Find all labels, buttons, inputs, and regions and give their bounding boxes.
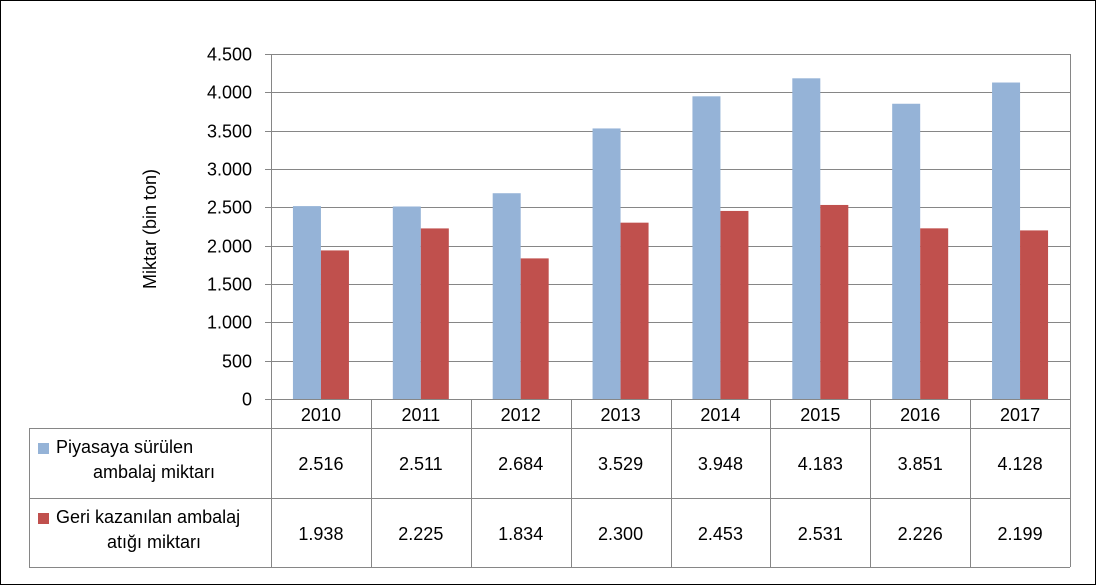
category-label: 2017 <box>1000 405 1040 425</box>
category-label: 2012 <box>501 405 541 425</box>
category-label: 2015 <box>800 405 840 425</box>
y-axis-title: Miktar (bin ton) <box>140 169 160 289</box>
bar-geri-kazanilan-2012 <box>520 258 549 399</box>
y-tick-label: 500 <box>222 352 252 372</box>
bar-piyasaya-2012 <box>492 193 521 399</box>
y-tick-label: 1.500 <box>207 275 252 295</box>
y-tick-label: 3.000 <box>207 160 252 180</box>
bar-geri-kazanilan-2010 <box>320 250 349 399</box>
y-tick-label: 2.000 <box>207 237 252 257</box>
data-label: 2.684 <box>498 454 543 474</box>
y-tick-label: 1.000 <box>207 313 252 333</box>
data-label: 3.529 <box>598 454 643 474</box>
data-label: 2.199 <box>998 524 1043 544</box>
legend-key-piyasaya <box>38 443 49 454</box>
data-label: 2.453 <box>698 524 743 544</box>
y-tick-label: 4.000 <box>207 83 252 103</box>
bar-piyasaya-2013 <box>592 128 621 399</box>
series-label: atığı miktarı <box>107 532 201 552</box>
data-label: 3.948 <box>698 454 743 474</box>
bar-geri-kazanilan-2013 <box>620 222 649 399</box>
bar-geri-kazanilan-2016 <box>920 228 949 399</box>
bar-geri-kazanilan-2014 <box>720 210 749 399</box>
bar-geri-kazanilan-2015 <box>820 204 849 399</box>
y-axis: 0 500 1.000 1.500 2.000 2.500 3.000 3.500 4.000 4… <box>207 45 272 410</box>
bar-geri-kazanilan-2011 <box>420 228 449 399</box>
data-label: 3.851 <box>898 454 943 474</box>
bar-piyasaya-2011 <box>392 206 421 399</box>
data-label: 4.183 <box>798 454 843 474</box>
bar-piyasaya-2017 <box>992 82 1021 400</box>
data-table: 2010 2011 2012 2013 2014 2015 2016 2017 Piyasaya… <box>29 399 1071 568</box>
category-label: 2016 <box>900 405 940 425</box>
bar-piyasaya-2014 <box>692 96 721 399</box>
bar-piyasaya-2016 <box>892 103 921 400</box>
category-label: 2013 <box>601 405 641 425</box>
y-tick-label: 4.500 <box>207 45 252 65</box>
bar-piyasaya-2010 <box>292 206 321 399</box>
data-label: 1.938 <box>298 524 343 544</box>
data-label: 2.226 <box>898 524 943 544</box>
data-label: 4.128 <box>998 454 1043 474</box>
legend-key-geri-kazanilan <box>38 513 49 524</box>
data-label: 2.511 <box>399 454 443 474</box>
bar-piyasaya-2015 <box>792 78 821 399</box>
gridlines <box>271 54 1071 399</box>
bar-geri-kazanilan-2017 <box>1020 230 1049 399</box>
y-tick-label: 3.500 <box>207 122 252 142</box>
y-tick-label: 2.500 <box>207 198 252 218</box>
series-label: Geri kazanılan ambalaj <box>56 507 240 527</box>
series-label: ambalaj miktarı <box>93 462 215 482</box>
data-label: 2.300 <box>598 524 643 544</box>
bars <box>292 78 1049 400</box>
data-label: 2.516 <box>298 454 343 474</box>
data-label: 1.834 <box>498 524 543 544</box>
category-label: 2014 <box>700 405 740 425</box>
data-label: 2.531 <box>798 524 843 544</box>
data-label: 2.225 <box>398 524 443 544</box>
y-tick-label: 0 <box>242 390 252 410</box>
series-label: Piyasaya sürülen <box>56 437 193 457</box>
category-label: 2011 <box>401 405 440 425</box>
category-label: 2010 <box>301 405 341 425</box>
